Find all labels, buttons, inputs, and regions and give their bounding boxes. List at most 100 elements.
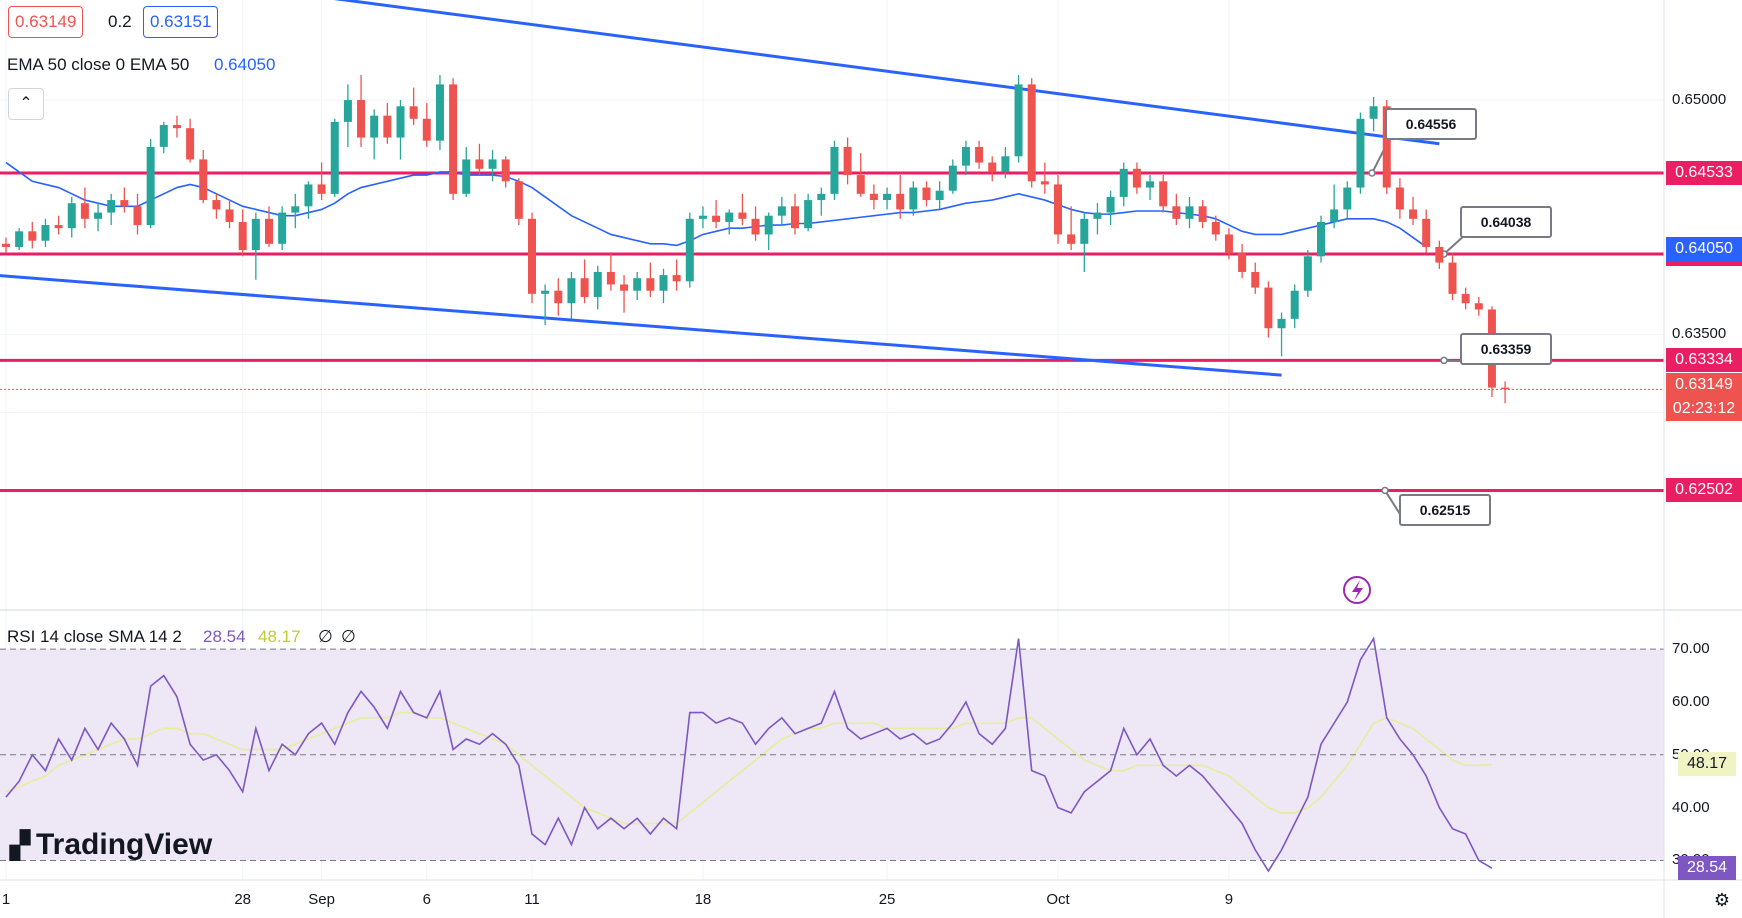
candle-body: [2, 243, 10, 247]
candle-body: [554, 290, 563, 304]
candle-body: [738, 212, 747, 219]
candle-body: [751, 218, 760, 235]
candle-body: [41, 225, 50, 241]
candle-body: [1264, 287, 1273, 329]
candle-body: [672, 275, 681, 282]
countdown-label: 02:23:12: [1666, 397, 1742, 422]
candle-body: [172, 125, 181, 129]
tradingview-logo[interactable]: ▞ TradingView: [10, 828, 212, 862]
candle-body: [435, 84, 444, 141]
rsi-sma-legend-value: 48.17: [258, 627, 301, 646]
candle-body: [1093, 212, 1102, 219]
ema-legend-label[interactable]: EMA 50 close 0 EMA 50: [7, 55, 190, 74]
candle-body: [449, 84, 458, 194]
candle-body: [1014, 84, 1023, 157]
level-label[interactable]: 0.64533: [1666, 161, 1742, 186]
candle-body: [1317, 221, 1325, 257]
candle-body: [28, 231, 37, 241]
level-callout[interactable]: 0.64556: [1385, 108, 1477, 140]
candle-body: [343, 100, 352, 122]
time-tick: 9: [1224, 891, 1234, 908]
candle-body: [1106, 196, 1115, 213]
candle-body: [146, 146, 155, 226]
candle-body: [698, 215, 707, 219]
collapse-legend-button[interactable]: ⌃: [8, 88, 44, 120]
level-callout[interactable]: 0.64038: [1460, 206, 1552, 238]
candle-body: [291, 206, 300, 213]
candle-body: [514, 181, 523, 219]
candle-body: [120, 200, 129, 207]
candle-body: [1067, 234, 1076, 244]
candle-body: [317, 184, 326, 194]
candle-body: [251, 218, 260, 251]
candle-body: [1040, 181, 1049, 185]
price-tick: 0.65000: [1672, 91, 1727, 109]
candle-body: [1395, 187, 1404, 210]
rsi-sma-line: [5, 711, 1493, 825]
time-tick: 25: [878, 891, 896, 908]
tradingview-logo-icon: ▞: [10, 830, 30, 860]
candle-body: [1001, 156, 1010, 172]
flash-icon[interactable]: [1343, 576, 1371, 604]
candle-body: [764, 215, 773, 235]
candle-body: [1330, 209, 1339, 222]
candle-body: [238, 221, 247, 251]
tradingview-logo-text: TradingView: [36, 828, 213, 861]
time-tick: Sep: [308, 891, 335, 908]
candle-body: [265, 218, 273, 244]
candle-body: [15, 231, 24, 247]
rsi-legend-extra-1: ∅: [318, 627, 333, 646]
candle-body: [1251, 271, 1260, 288]
rsi-line: [5, 636, 1493, 873]
candle-body: [396, 106, 405, 138]
time-tick: 28: [234, 891, 252, 908]
level-callout[interactable]: 0.63359: [1460, 333, 1552, 365]
candle-body: [1277, 318, 1286, 329]
candlesticks: [2, 75, 1510, 404]
ema-legend-value: 0.64050: [214, 55, 276, 74]
settings-icon[interactable]: ⚙: [1713, 890, 1730, 910]
rsi-tick: 60.00: [1672, 692, 1710, 710]
candle-body: [948, 165, 957, 191]
chevron-up-icon: ⌃: [19, 95, 33, 112]
rsi-tick: 70.00: [1672, 640, 1710, 658]
level-label[interactable]: 0.63334: [1666, 348, 1742, 373]
ask-price-box[interactable]: 0.63151: [143, 6, 219, 38]
candle-body: [777, 206, 786, 216]
rsi-legend-label[interactable]: RSI 14 close SMA 14 2: [7, 627, 182, 646]
candle-body: [475, 159, 484, 169]
callout-anchor: [1440, 356, 1448, 365]
candle-body: [909, 187, 918, 210]
candle-body: [1290, 290, 1299, 319]
level-label[interactable]: 0.62502: [1666, 478, 1742, 503]
candle-body: [133, 206, 142, 226]
rsi-lines: [5, 636, 1493, 873]
time-tick: 18: [694, 891, 712, 908]
channel-line: [0, 274, 1282, 377]
candle-body: [1198, 206, 1207, 222]
candle-body: [856, 175, 865, 194]
candle-body: [791, 206, 799, 229]
rsi-axis-label: 28.54: [1678, 856, 1736, 881]
candle-body: [804, 200, 813, 229]
candle-body: [199, 159, 208, 201]
candle-body: [107, 200, 116, 213]
level-callout[interactable]: 0.62515: [1399, 494, 1491, 526]
callout-anchor: [1381, 486, 1389, 495]
candle-body: [94, 212, 103, 219]
candle-body: [1119, 168, 1128, 197]
candle-body: [1054, 184, 1062, 235]
candle-body: [330, 121, 339, 194]
candle-body: [1448, 262, 1457, 294]
candle-body: [159, 125, 168, 147]
candle-body: [883, 193, 892, 201]
candle-body: [1435, 246, 1444, 263]
candle-body: [869, 193, 878, 201]
rsi-legend-value: 28.54: [203, 627, 246, 646]
candle-body: [633, 278, 642, 291]
bid-price-box[interactable]: 0.63149: [8, 6, 84, 38]
candle-body: [462, 159, 471, 194]
candle-body: [935, 190, 944, 201]
spread-value: 0.2: [108, 12, 132, 31]
